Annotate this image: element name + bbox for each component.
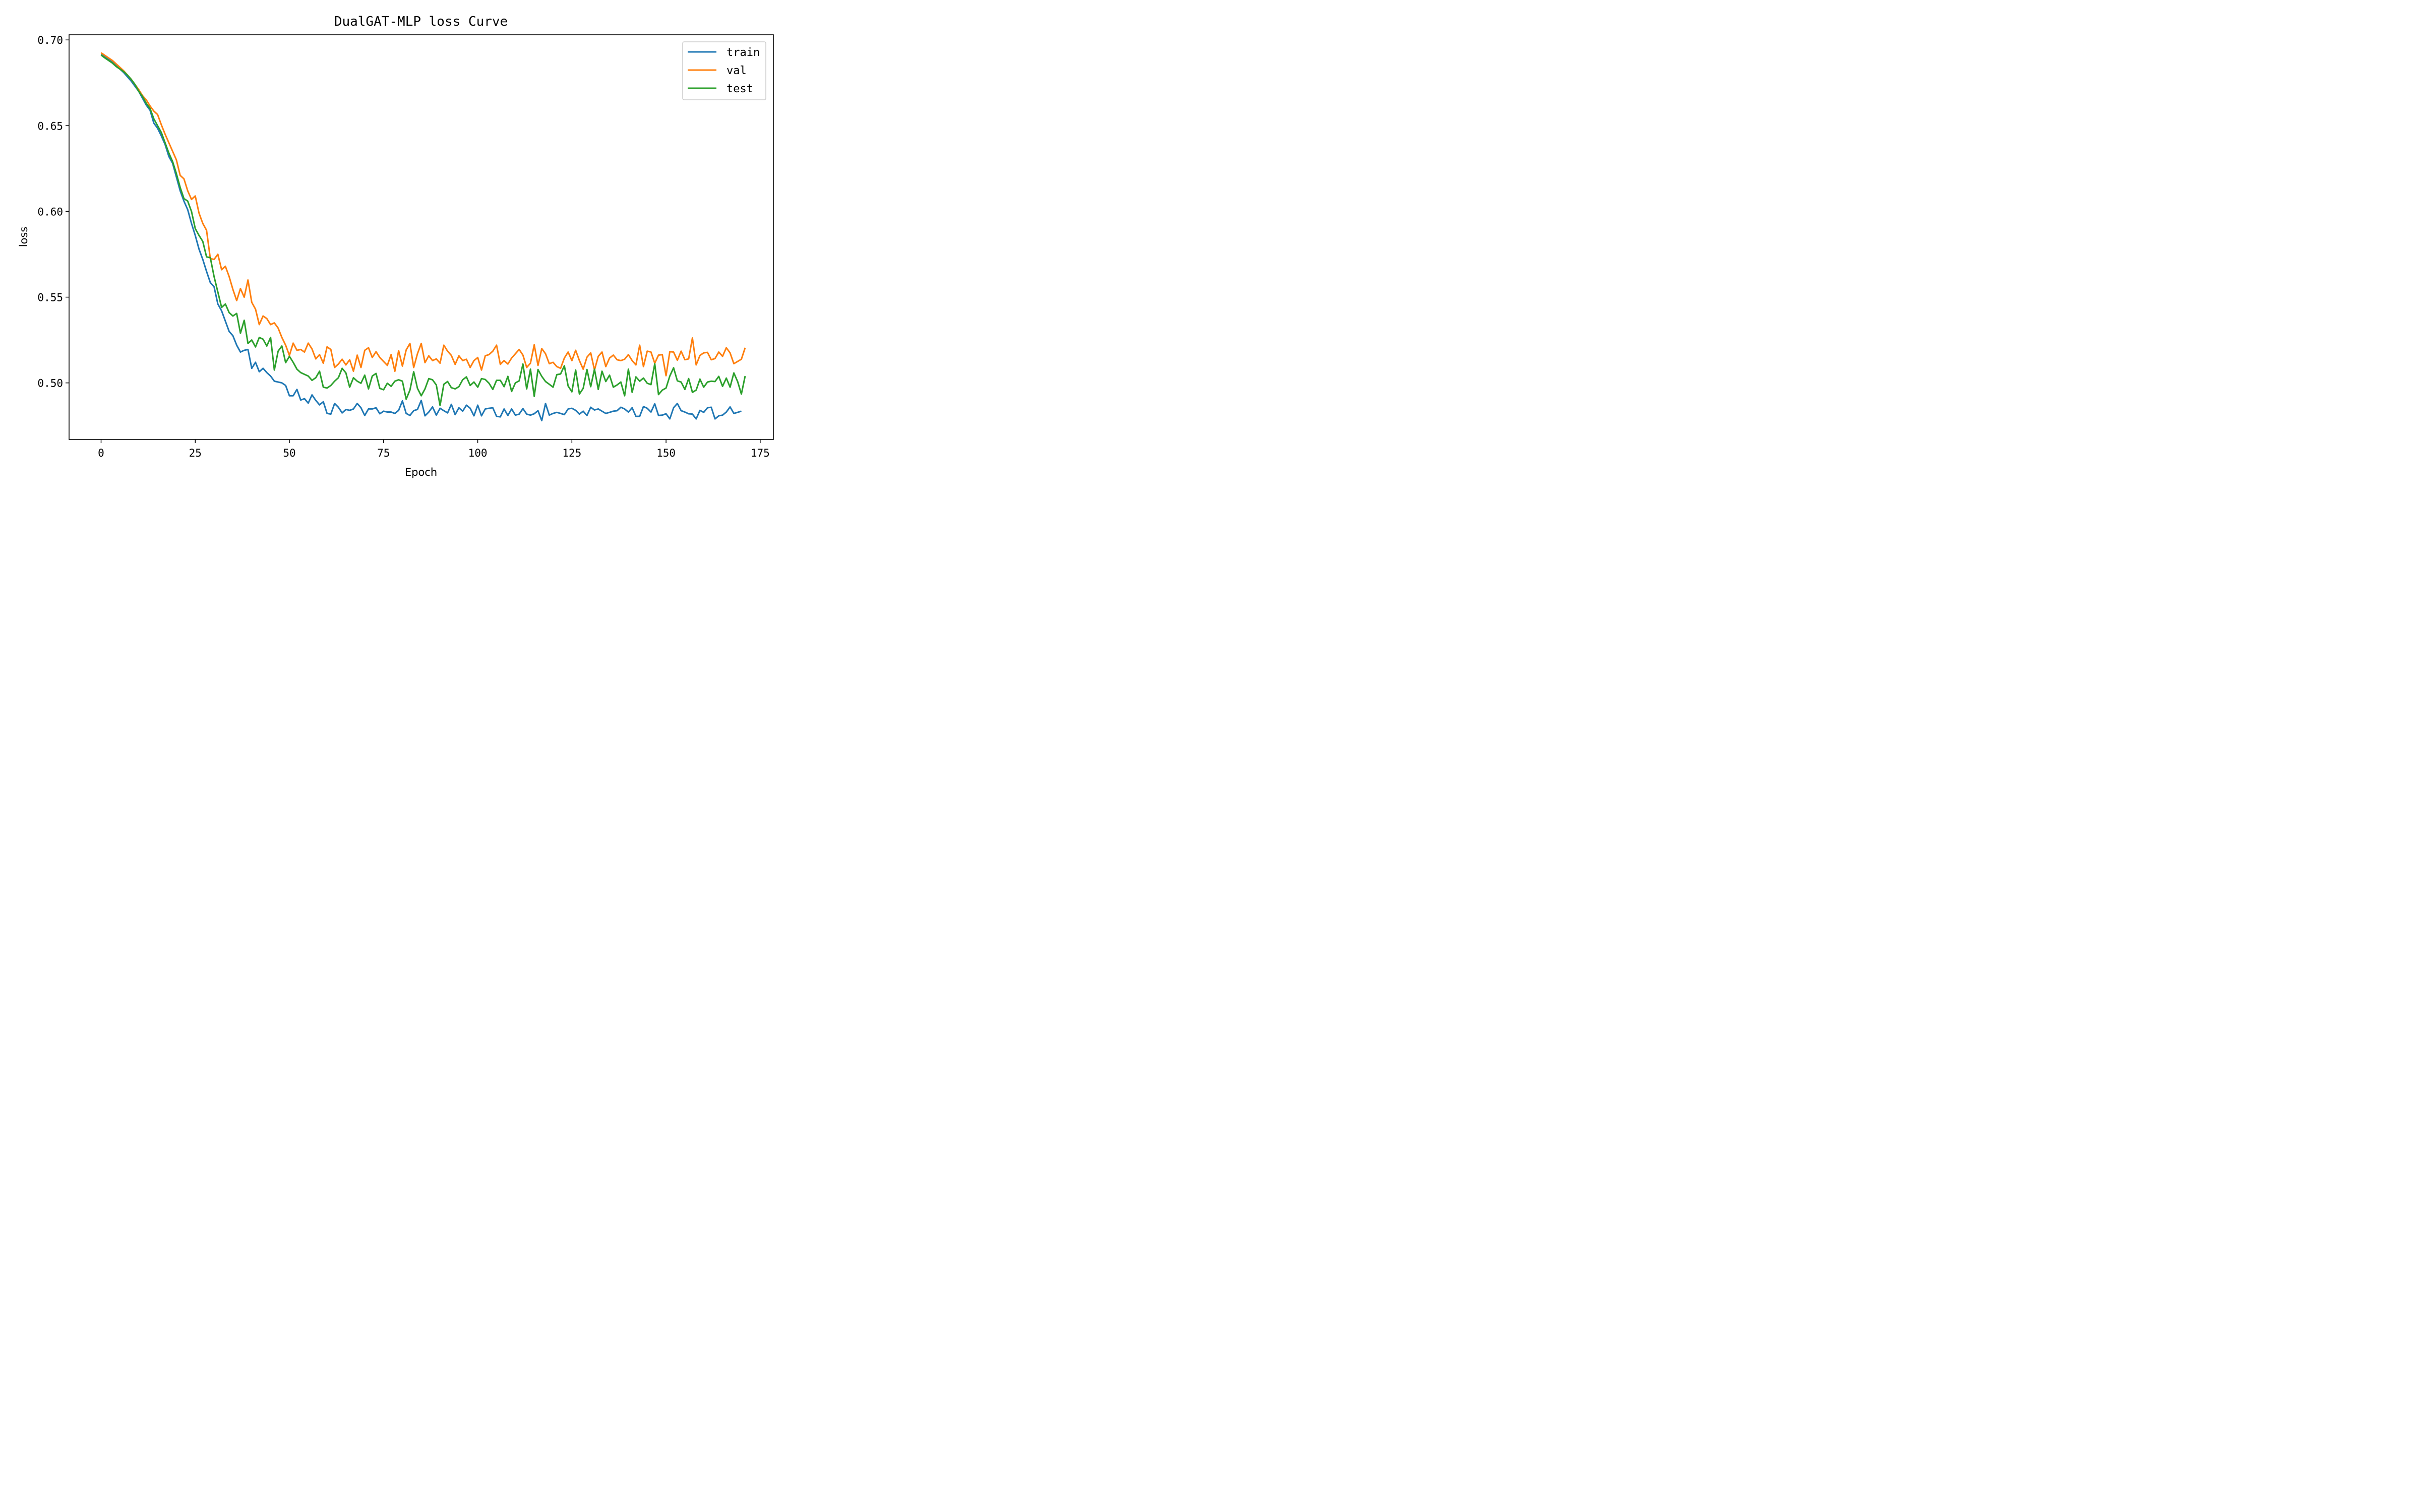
x-tick-label: 50 <box>283 447 295 459</box>
series-line-train <box>100 53 742 422</box>
x-tick-label: 150 <box>656 447 676 459</box>
x-axis-label: Epoch <box>405 466 437 478</box>
legend-label-test: test <box>727 83 753 95</box>
x-axis: 0 25 50 75 100 125 150 175 <box>98 439 770 459</box>
plot-area-frame <box>69 34 774 440</box>
x-tick-label: 0 <box>98 447 104 459</box>
x-tick-label: 100 <box>468 447 488 459</box>
x-tick-label: 175 <box>751 447 770 459</box>
chart-title: DualGAT-MLP loss Curve <box>334 14 508 29</box>
y-axis-label: loss <box>18 227 30 247</box>
legend-label-val: val <box>727 65 747 77</box>
series-lines <box>100 52 746 422</box>
y-axis: 0.50 0.55 0.60 0.65 0.70 <box>37 34 69 390</box>
legend-label-train: train <box>727 46 760 59</box>
y-tick-label: 0.60 <box>37 206 63 218</box>
y-tick-label: 0.70 <box>37 34 63 46</box>
loss-chart: DualGAT-MLP loss Curve 0 25 50 75 100 125 150 1… <box>0 0 781 488</box>
y-tick-label: 0.65 <box>37 120 63 132</box>
figure-background <box>0 0 781 488</box>
y-tick-label: 0.55 <box>37 292 63 304</box>
x-tick-label: 75 <box>377 447 390 459</box>
legend-box <box>682 41 766 100</box>
y-tick-label: 0.50 <box>37 377 63 390</box>
series-line-test <box>100 54 746 407</box>
legend: train val test <box>682 41 766 100</box>
series-line-val <box>100 52 746 376</box>
x-tick-label: 25 <box>189 447 202 459</box>
x-tick-label: 125 <box>562 447 581 459</box>
